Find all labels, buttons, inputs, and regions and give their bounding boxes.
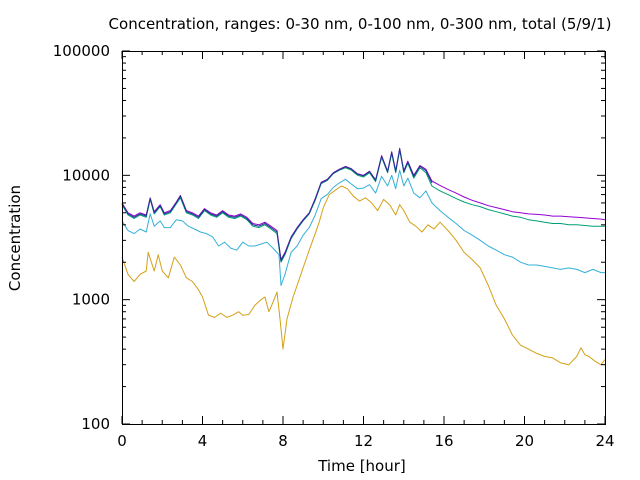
series-line-3 (121, 149, 605, 263)
series-line-5 (121, 148, 433, 262)
chart-title: Concentration, ranges: 0-30 nm, 0-100 nm… (109, 15, 612, 33)
series-line-2 (121, 169, 605, 286)
x-tick-label: 16 (434, 432, 453, 450)
x-tick-label: 24 (595, 432, 614, 450)
series-layer (121, 147, 606, 366)
y-tick-label: 1000 (72, 291, 110, 309)
x-tick-label: 20 (515, 432, 534, 450)
y-tick-label: 100000 (53, 42, 110, 60)
x-axis-label: Time [hour] (317, 457, 406, 475)
x-tick-label: 8 (278, 432, 288, 450)
y-axis-label: Concentration (6, 185, 24, 291)
x-tick-label: 0 (117, 432, 127, 450)
x-tick-label: 12 (354, 432, 373, 450)
y-tick-label: 100 (81, 415, 110, 433)
series-line-1 (121, 185, 606, 366)
axes-layer: 0 4 8 12 16 20 24 100 1000 10000 100000 (53, 42, 615, 450)
x-tick-label: 4 (198, 432, 208, 450)
y-tick-label: 10000 (62, 166, 110, 184)
plot-frame (122, 51, 606, 425)
